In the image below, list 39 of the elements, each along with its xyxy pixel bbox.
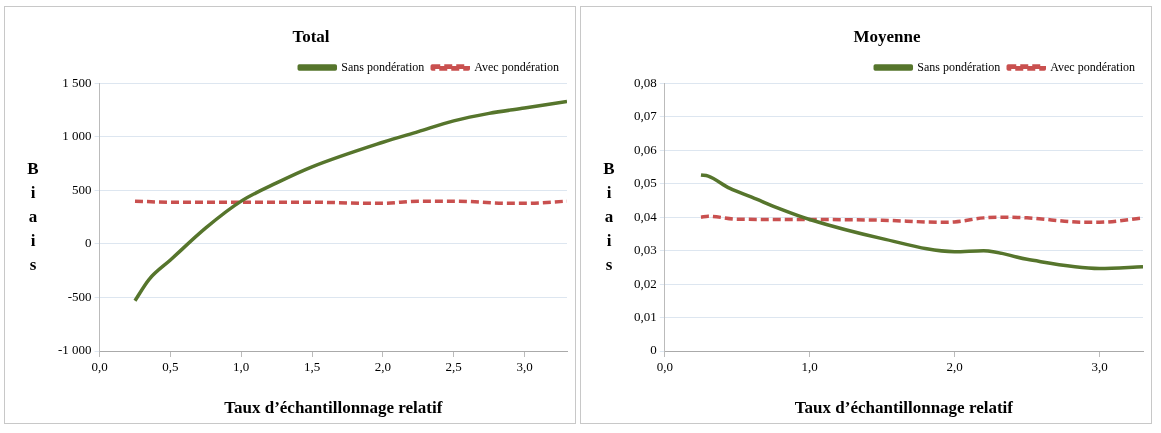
y-tick-label: 500 [72,181,92,197]
legend-label: Avec pondération [1050,59,1136,74]
x-tick-label: 0,0 [91,359,108,375]
x-tick-label: 2,0 [946,359,963,375]
x-axis-title: Taux d’échantillonnage relatif [224,398,443,418]
legend-label: Sans pondération [341,59,425,74]
x-tick-label: 2,5 [445,359,462,375]
chart-title: Total [292,26,330,46]
line-series [699,173,1143,271]
x-tick-label: 0,0 [656,359,673,375]
y-tick-label: 1 500 [62,74,92,90]
x-tick-label: 0,5 [162,359,179,375]
chart-title: Moyenne [853,26,921,46]
x-tick-label: 1,0 [801,359,818,375]
x-tick-label: 2,0 [374,359,391,375]
y-axis-title: Biais [603,158,615,274]
y-tick-label: 0,07 [634,108,658,124]
y-tick-label: 0,02 [634,275,657,291]
x-tick-label: 1,0 [233,359,250,375]
x-axis-title: Taux d’échantillonnage relatif [794,398,1014,418]
y-tick-label: 0,05 [634,175,657,191]
y-tick-label: 0,03 [634,242,657,258]
y-tick-label: -1 000 [57,342,92,358]
legend-label: Sans pondération [917,59,1001,74]
line-series [699,214,1143,224]
y-tick-label: -500 [67,288,92,304]
y-tick-label: 0 [85,235,92,251]
y-tick-label: 0,01 [634,308,657,324]
y-tick-label: 0,08 [634,74,657,90]
y-tick-label: 0,04 [634,208,658,224]
line-series [133,99,567,303]
legend-label: Avec pondération [474,59,560,74]
y-tick-label: 0,06 [634,141,658,157]
x-tick-label: 3,0 [516,359,533,375]
y-axis-title: Biais [27,158,39,274]
x-tick-label: 3,0 [1091,359,1108,375]
y-tick-label: 0 [650,342,657,358]
x-tick-label: 1,5 [303,359,321,375]
y-tick-label: 1 000 [62,128,92,144]
